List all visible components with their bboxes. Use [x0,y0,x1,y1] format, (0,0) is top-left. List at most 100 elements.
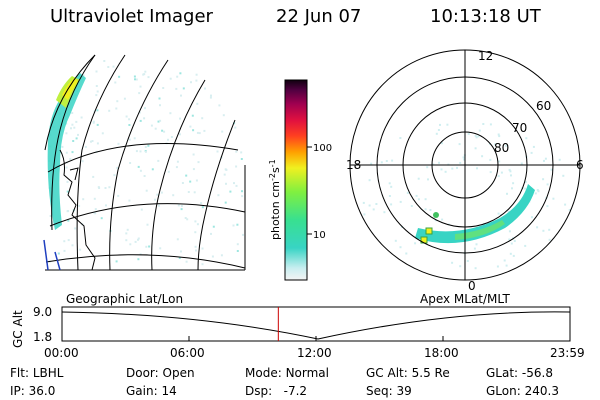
speckle [489,123,492,126]
speckle [552,197,555,200]
speckle [475,243,478,246]
speckle [212,225,215,228]
speckle [385,160,388,162]
speckle [69,158,72,160]
speckle [144,150,147,153]
speckle [391,159,394,162]
speckle [543,159,545,162]
speckle [169,77,172,80]
speckle [144,107,146,110]
speckle [71,151,74,154]
speckle [194,231,197,234]
speckle [444,170,447,173]
speckle [63,249,66,252]
speckle [390,203,393,206]
speckle [157,204,160,207]
speckle [451,261,454,264]
speckle [151,168,154,171]
speckle [64,64,66,67]
speckle [64,74,67,76]
speckle [441,142,443,145]
altitude-readout: GC Alt: 5.5 Re [366,366,450,380]
speckle [71,123,74,126]
speckle [451,167,454,170]
speckle [103,60,106,62]
speckle [129,243,132,246]
speckle [70,127,72,130]
speckle [489,171,492,174]
speckle [221,130,224,133]
speckle [150,124,153,127]
speckle [194,220,197,223]
speckle [144,70,147,73]
speckle [497,212,500,215]
speckle [415,194,418,197]
speckle [96,90,99,93]
speckle [196,131,199,134]
colorbar-tick-label-10: 10 [313,230,326,241]
speckle [145,189,148,192]
polar-mlt-label-0: 0 [468,279,476,293]
speckle [375,203,378,205]
speckle [414,242,417,245]
altitude-y-tick-top: 9.0 [33,305,52,319]
colorbar: 100 10 photon cm-2s-1 [268,79,332,281]
speckle [61,145,64,148]
speckle [157,120,160,123]
speckle [139,119,142,122]
speckle [534,192,537,195]
speckle [105,204,107,207]
speckle [146,223,149,226]
altitude-plot: GC Alt 9.0 1.8 [11,305,571,348]
speckle [216,150,219,153]
speckle [148,245,151,248]
altitude-x-tick-0000: 00:00 [44,346,79,360]
speckle [506,192,508,195]
speckle [143,175,146,177]
colorbar-tick-label-100: 100 [313,143,332,154]
speckle [531,216,533,219]
speckle [542,229,545,232]
speckle [439,123,441,126]
speckle [546,183,549,186]
speckle [192,168,195,171]
speckle [201,117,204,120]
altitude-plot-frame [61,306,571,342]
speckle [128,124,131,126]
geo-coastline [59,149,96,271]
speckle [93,211,96,214]
geo-grid [44,54,246,271]
speckle [498,135,501,138]
speckle [424,208,427,211]
speckle [195,73,198,76]
speckle [108,186,111,189]
speckle [233,182,235,185]
speckle [380,161,383,164]
speckle [429,209,432,211]
speckle [494,143,496,146]
gain-readout: Gain: 14 [126,384,177,398]
speckle [446,123,449,126]
speckle [147,76,150,79]
speckle [100,217,103,220]
speckle [562,174,565,177]
speckle [138,111,141,114]
speckle [181,182,184,184]
speckle [123,97,126,100]
speckle [187,191,190,193]
speckle [217,194,220,197]
speckle [511,187,513,190]
speckle [237,77,240,79]
speckle [84,145,87,148]
speckle [135,78,138,81]
speckle [513,240,516,242]
altitude-y-label: GC Alt [11,310,25,348]
polar-hotspot [425,227,433,235]
speckle [117,142,120,145]
speckle [94,208,97,211]
altitude-x-tick-1800: 18:00 [424,346,459,360]
speckle [466,260,469,262]
speckle [536,226,539,229]
speckle [417,198,420,201]
speckle [362,201,365,204]
